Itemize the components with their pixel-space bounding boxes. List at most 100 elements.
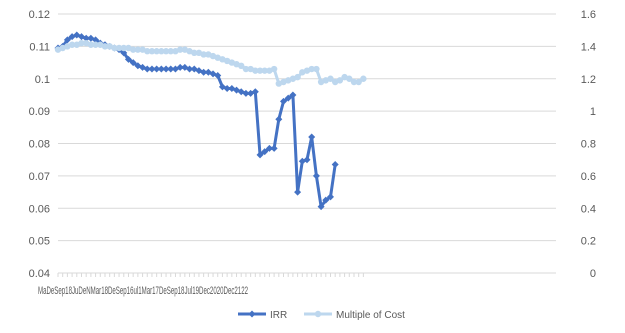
data-point [82,34,90,42]
data-point [120,49,128,57]
data-point [111,44,118,52]
data-point [124,55,132,63]
legend-swatch-marker [314,310,322,318]
data-point [270,144,278,152]
data-point [68,41,76,48]
data-point [251,88,259,96]
x-axis: MaDeSep18JuDeNMar18DeSep16ul1Mar17DeSep1… [38,272,556,297]
data-point [275,115,283,123]
data-point [284,94,292,102]
left-tick-label: 0.08 [29,139,50,151]
legend-item: Multiple of Cost [304,310,405,321]
series-line [57,33,337,209]
right-tick-label: 1.4 [581,41,596,53]
data-point [129,59,137,67]
data-point [256,151,264,159]
data-point [87,41,95,48]
data-point [261,148,269,156]
series-multiple-of-cost [54,39,367,87]
left-tick-label: 0.11 [29,41,50,53]
data-point [78,39,85,47]
left-tick-label: 0.07 [29,171,50,183]
data-point [350,78,358,86]
data-point [157,65,165,73]
right-tick-label: 1 [590,106,596,118]
left-tick-label: 0.04 [29,268,50,280]
series-layer [54,31,367,211]
x-tick-labels: MaDeSep18JuDeNMar18DeSep16ul1Mar17DeSep1… [38,285,248,297]
data-point [214,72,222,80]
data-point [158,48,165,55]
data-point [148,65,156,73]
data-point [308,65,315,73]
data-point [317,203,325,211]
right-tick-label: 0.8 [581,139,596,151]
data-point [186,65,194,73]
data-point [63,36,71,44]
left-tick-label: 0.05 [29,236,50,248]
right-tick-label: 0.4 [581,203,596,215]
data-point [322,196,330,204]
data-point [176,63,184,71]
data-point [312,172,320,180]
data-point [303,156,311,164]
data-point [256,67,264,74]
data-point [167,65,175,73]
right-tick-label: 0 [590,268,596,280]
data-point [280,97,288,105]
left-tick-label: 0.06 [29,203,50,215]
data-point [129,46,137,53]
right-tick-label: 1.6 [581,9,596,21]
series-irr [54,31,339,211]
left-tick-label: 0.09 [29,106,50,118]
data-point [167,48,174,55]
data-point [162,48,170,55]
data-point [331,161,339,169]
data-point [360,75,367,82]
data-point [134,46,142,53]
data-point [242,89,250,97]
legend-item: IRR [238,310,287,321]
data-point [144,48,151,55]
data-point [115,44,123,52]
data-point [261,67,268,74]
data-point [223,84,231,92]
gridlines [58,13,556,274]
data-point [101,43,109,50]
right-y-axis: 0 0.2 0.4 0.6 0.8 1 1.2 1.4 1.6 [581,9,596,280]
data-point [327,75,334,82]
data-point [153,48,160,55]
data-point [346,75,353,82]
data-point [270,65,278,73]
left-tick-label: 0.12 [29,9,50,21]
data-point [200,68,208,76]
data-point [294,73,301,81]
right-tick-label: 0.2 [581,236,596,248]
data-point [92,36,100,44]
data-point [92,41,99,48]
left-tick-label: 0.1 [35,74,50,86]
legend-swatch-marker [248,310,256,318]
data-point [265,144,273,152]
data-point [252,67,259,74]
data-point [326,193,334,201]
data-point [355,78,362,86]
data-point [238,62,245,69]
data-point [294,188,302,196]
data-point [308,133,316,141]
data-point [148,48,156,55]
legend: IRR Multiple of Cost [238,310,405,321]
data-point [162,65,170,73]
data-point [289,91,297,99]
legend-label: IRR [270,310,287,321]
data-point [336,77,344,84]
data-point [200,51,207,58]
data-point [120,44,127,52]
data-point [143,65,151,73]
left-y-axis: 0.04 0.05 0.06 0.07 0.08 0.09 0.1 0.11 0.12 [29,9,50,280]
data-point [176,46,184,53]
legend-label: Multiple of Cost [336,310,405,321]
data-point [242,65,250,73]
